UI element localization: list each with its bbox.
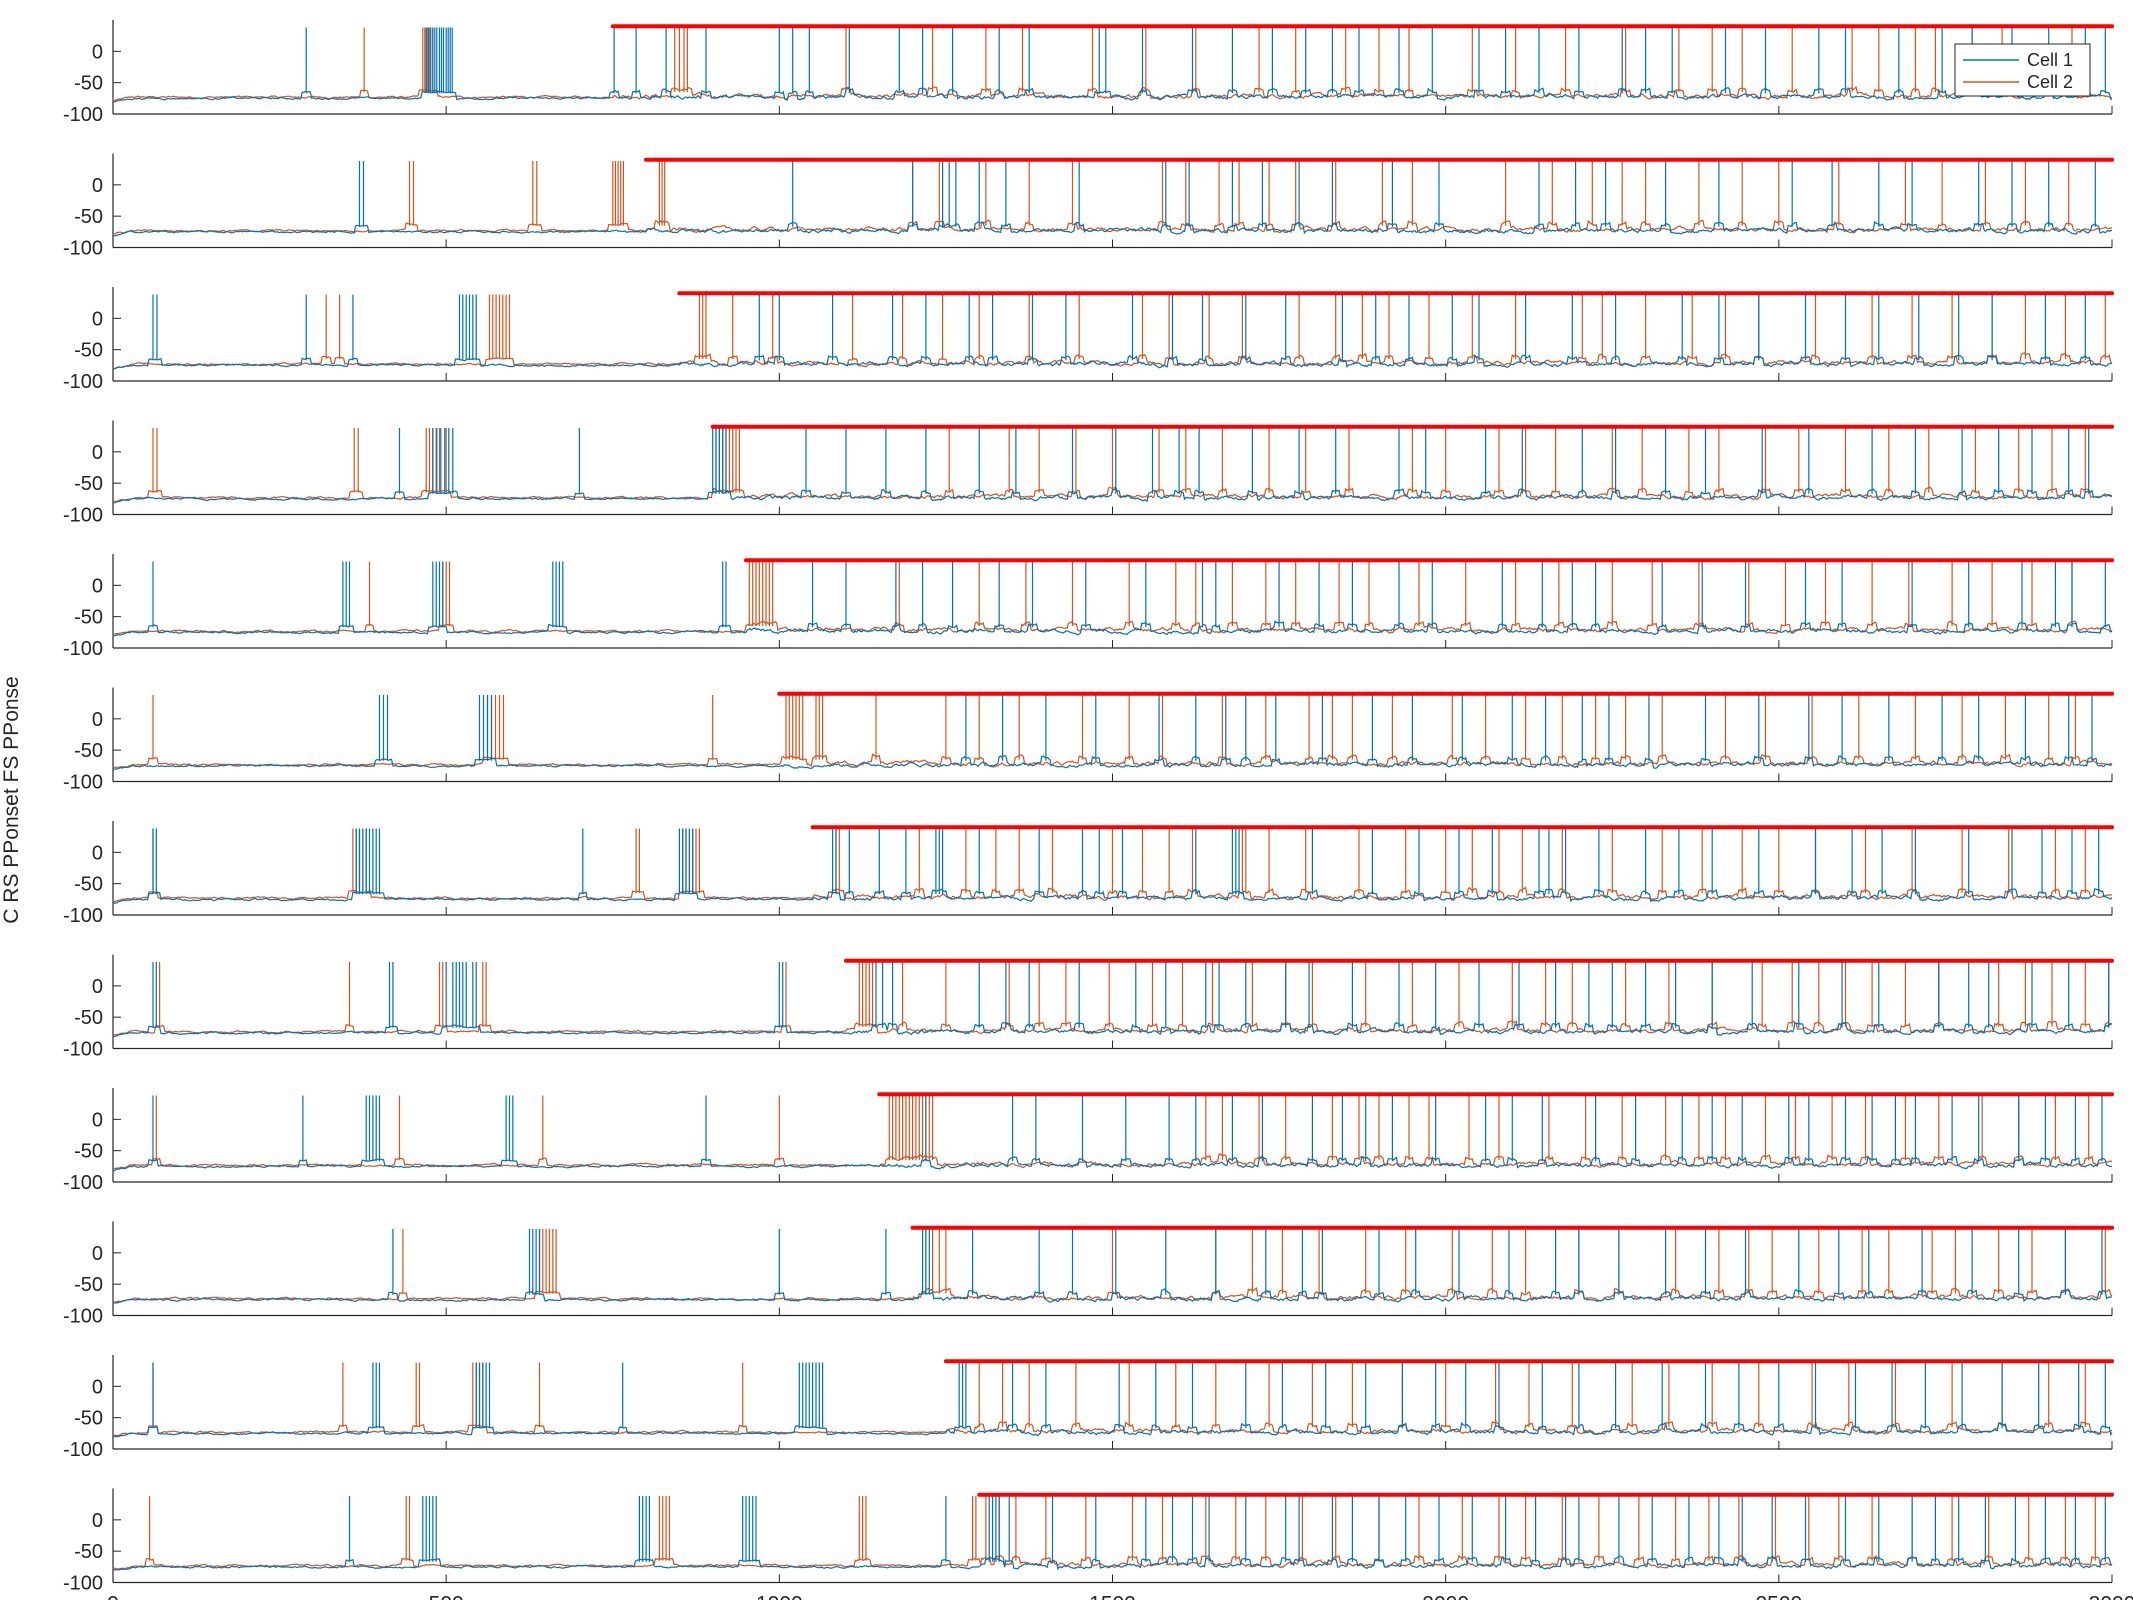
y-tick-label: -100 [63, 1172, 103, 1194]
figure-overlay: C RS PPonset FS PPonse [0, 676, 23, 923]
x-tick-label: 500 [429, 1593, 464, 1600]
cell1-trace [112, 428, 2113, 504]
subplot-stack: 0 -50 -100 0 -50 -100 0 -50 -100 0 -50 -100 0 -50 -100… [63, 20, 2133, 1600]
subplot-4: 0 -50 -100 [63, 420, 2114, 527]
y-tick-label: 0 [92, 709, 103, 731]
cell1-trace [112, 828, 2113, 904]
cell1-trace [113, 962, 2113, 1038]
y-tick-label: 0 [92, 175, 103, 197]
x-tick-label: 2000 [1422, 1593, 1469, 1600]
y-tick-label: -100 [63, 638, 103, 660]
cell1-trace [113, 561, 2113, 637]
subplot-9: 0 -50 -100 [63, 1088, 2114, 1194]
y-tick-label: -100 [63, 505, 103, 527]
cell2-trace [112, 561, 2113, 636]
cell1-trace [112, 161, 2113, 237]
y-tick-label: -100 [63, 371, 103, 393]
y-tick-label: -50 [74, 607, 103, 629]
y-tick-label: -100 [63, 1039, 103, 1061]
cell2-trace [112, 1362, 2113, 1437]
subplot-8: 0 -50 -100 [63, 954, 2114, 1061]
subplot-1: 0 -50 -100 [63, 20, 2114, 126]
y-tick-label: -50 [74, 874, 103, 896]
y-tick-label: -50 [74, 473, 103, 495]
y-tick-label: 0 [92, 41, 103, 63]
cell2-trace [113, 294, 2113, 369]
y-tick-label: -100 [63, 1306, 103, 1328]
cell1-trace [112, 294, 2113, 371]
legend-box [1954, 43, 2091, 97]
cell1-trace [112, 1496, 2113, 1572]
y-tick-label: 0 [92, 442, 103, 464]
y-tick-label: -100 [63, 1573, 103, 1595]
y-tick-label: -100 [63, 104, 103, 126]
y-tick-label: -100 [63, 772, 103, 794]
y-tick-label: 0 [92, 575, 103, 597]
cell1-trace [112, 1362, 2113, 1438]
y-tick-label: -50 [74, 1541, 103, 1563]
y-tick-label: -50 [74, 740, 103, 762]
cell1-trace [112, 1229, 2113, 1304]
subplot-11: 0 -50 -100 [63, 1355, 2114, 1461]
y-tick-label: 0 [92, 1376, 103, 1398]
y-tick-label: -50 [74, 340, 103, 362]
subplot-5: 0 -50 -100 [63, 554, 2114, 660]
subplot-10: 0 -50 -100 [63, 1221, 2114, 1328]
subplot-2: 0 -50 -100 [63, 153, 2114, 260]
y-tick-label: -50 [74, 206, 103, 228]
cell2-trace [112, 962, 2113, 1036]
cell2-trace [112, 27, 2113, 102]
y-axis-label: C RS PPonset FS PPonse [0, 676, 23, 923]
x-tick-label: 0 [107, 1593, 119, 1600]
cell2-trace [112, 161, 2113, 236]
cell2-trace [112, 1095, 2113, 1169]
y-tick-label: -50 [74, 73, 103, 95]
y-tick-label: -50 [74, 1007, 103, 1029]
y-tick-label: -100 [63, 1439, 103, 1461]
y-tick-label: 0 [92, 1243, 103, 1265]
cell2-trace [112, 1496, 2113, 1570]
y-tick-label: 0 [92, 1510, 103, 1532]
y-tick-label: 0 [92, 1109, 103, 1131]
y-tick-label: -50 [74, 1274, 103, 1296]
subplot-3: 0 -50 -100 [63, 287, 2114, 393]
cell1-trace [112, 27, 2113, 103]
y-tick-label: -100 [63, 238, 103, 260]
cell2-trace [112, 1229, 2113, 1303]
legend-label-cell1: Cell 1 [2027, 50, 2073, 70]
cell1-trace [113, 695, 2113, 770]
x-tick-label: 2500 [1755, 1593, 1802, 1600]
cell1-trace [113, 1095, 2113, 1172]
legend-label-cell2: Cell 2 [2027, 72, 2073, 92]
y-tick-label: -50 [74, 1408, 103, 1430]
subplot-6: 0 -50 -100 [63, 687, 2114, 794]
y-tick-label: -50 [74, 1141, 103, 1163]
x-tick-label: 3000 [2089, 1593, 2133, 1600]
cell2-trace [112, 428, 2113, 503]
x-tick-label: 1500 [1089, 1593, 1136, 1600]
subplot-7: 0 -50 -100 [63, 821, 2114, 927]
y-tick-label: -100 [63, 905, 103, 927]
y-tick-label: 0 [92, 308, 103, 330]
y-tick-label: 0 [92, 842, 103, 864]
y-tick-label: 0 [92, 976, 103, 998]
cell2-trace [112, 695, 2113, 769]
